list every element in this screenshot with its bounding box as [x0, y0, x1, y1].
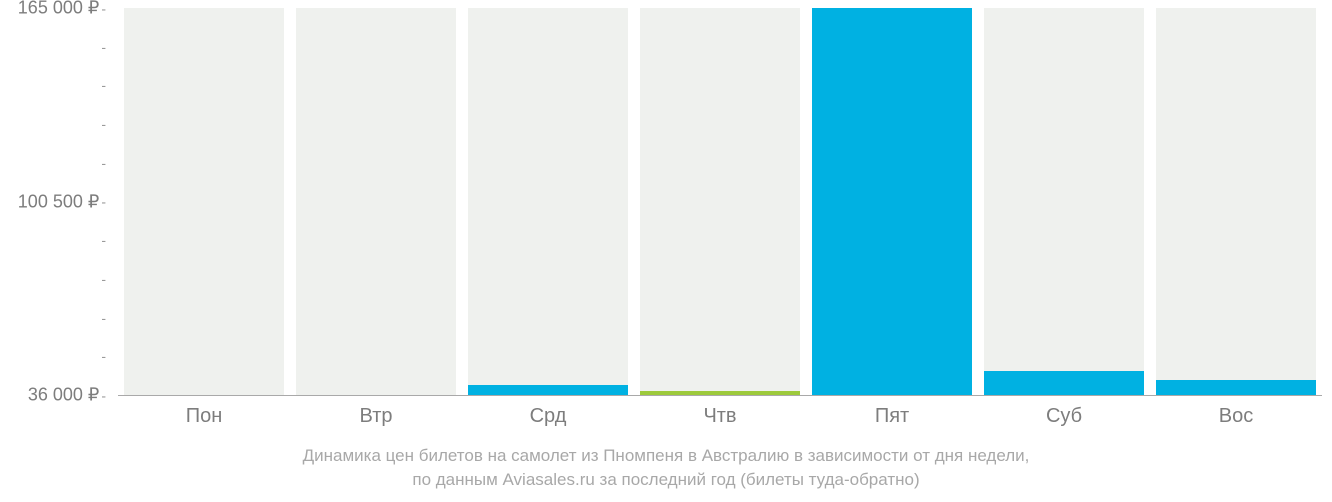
- bar-value: [984, 371, 1144, 395]
- tick-dash-icon: -: [101, 194, 106, 210]
- y-tick-minor: -: [101, 77, 106, 93]
- x-axis-label: Чтв: [634, 405, 806, 428]
- y-tick-major: 165 000 ₽ -: [18, 0, 106, 19]
- x-axis-label: Пят: [806, 405, 978, 428]
- y-tick-minor: -: [101, 232, 106, 248]
- bar-slot: [290, 0, 462, 395]
- bar-background: [640, 8, 800, 395]
- bar-value: [1156, 380, 1316, 395]
- bar-value: [812, 8, 972, 395]
- y-tick-label: 165 000 ₽: [18, 0, 100, 19]
- bar-slot: [806, 0, 978, 395]
- caption-line-2: по данным Aviasales.ru за последний год …: [0, 468, 1332, 492]
- x-axis-label: Втр: [290, 405, 462, 428]
- chart-caption: Динамика цен билетов на самолет из Пномп…: [0, 444, 1332, 492]
- y-tick-minor: -: [101, 271, 106, 287]
- baseline: [118, 395, 1322, 396]
- x-axis-label: Пон: [118, 405, 290, 428]
- x-axis-label: Суб: [978, 405, 1150, 428]
- bar-slot: [978, 0, 1150, 395]
- x-axis-labels: ПонВтрСрдЧтвПятСубВос: [118, 405, 1322, 428]
- y-axis: 36 000 ₽ -100 500 ₽ -165 000 ₽ ---------: [0, 0, 118, 395]
- tick-dash-icon: -: [101, 387, 106, 403]
- y-tick-minor: -: [101, 116, 106, 132]
- y-tick-major: 36 000 ₽ -: [28, 385, 106, 406]
- bar-slot: [118, 0, 290, 395]
- y-tick-label: 36 000 ₽: [28, 385, 100, 406]
- x-axis-label: Вос: [1150, 405, 1322, 428]
- bars-container: [118, 0, 1322, 395]
- bar-background: [1156, 8, 1316, 395]
- bar-slot: [462, 0, 634, 395]
- bar-background: [984, 8, 1144, 395]
- y-tick-minor: -: [101, 348, 106, 364]
- tick-dash-icon: -: [101, 0, 106, 16]
- x-axis-label: Срд: [462, 405, 634, 428]
- y-tick-label: 100 500 ₽: [18, 191, 100, 212]
- bar-slot: [634, 0, 806, 395]
- bar-background: [124, 8, 284, 395]
- bar-background: [296, 8, 456, 395]
- bar-background: [468, 8, 628, 395]
- bar-slot: [1150, 0, 1322, 395]
- y-tick-minor: -: [101, 155, 106, 171]
- caption-line-1: Динамика цен билетов на самолет из Пномп…: [0, 444, 1332, 468]
- chart-plot-area: [118, 0, 1322, 395]
- y-tick-minor: -: [101, 310, 106, 326]
- y-tick-minor: -: [101, 39, 106, 55]
- y-tick-major: 100 500 ₽ -: [18, 191, 106, 212]
- bar-value: [468, 385, 628, 396]
